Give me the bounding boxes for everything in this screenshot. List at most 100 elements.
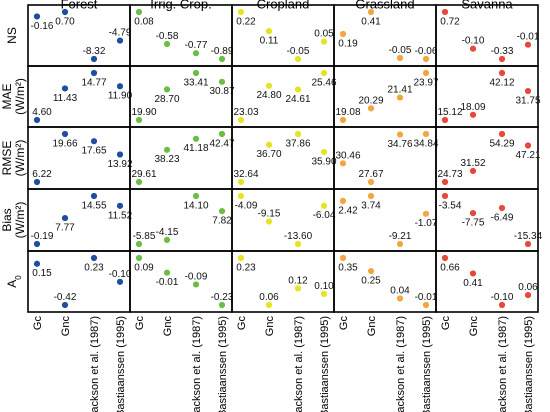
row-label: A0 bbox=[5, 275, 23, 288]
data-label: -4.15 bbox=[156, 227, 179, 238]
data-point bbox=[61, 8, 69, 16]
data-point bbox=[163, 146, 171, 153]
data-label: 24.80 bbox=[256, 90, 281, 101]
data-point bbox=[524, 292, 532, 299]
panel-frame bbox=[435, 250, 539, 313]
data-label: 42.47 bbox=[209, 138, 234, 149]
data-point bbox=[422, 210, 430, 217]
x-tick-label: Gnc bbox=[60, 316, 72, 337]
data-point bbox=[163, 86, 171, 93]
data-point bbox=[265, 28, 273, 35]
data-point bbox=[441, 178, 449, 186]
data-label: 29.61 bbox=[131, 169, 156, 180]
data-point bbox=[396, 295, 404, 302]
row-unit: (W/m²) bbox=[13, 202, 27, 239]
data-point bbox=[90, 138, 98, 145]
data-label: 6.22 bbox=[32, 169, 52, 180]
data-point bbox=[339, 30, 347, 38]
data-label: -9.15 bbox=[258, 209, 281, 220]
data-point bbox=[294, 285, 302, 292]
data-label: -0.10 bbox=[491, 292, 514, 303]
data-point bbox=[135, 8, 143, 16]
data-point bbox=[422, 301, 430, 309]
data-label: -0.58 bbox=[156, 31, 179, 42]
row-label-main: Bias bbox=[0, 208, 14, 231]
data-label: 0.70 bbox=[55, 16, 75, 27]
row-label-group: RMSE (W/m²) bbox=[0, 140, 27, 177]
data-label: 18.09 bbox=[460, 102, 485, 113]
data-label: 0.41 bbox=[463, 278, 483, 289]
data-point bbox=[320, 290, 328, 298]
data-point bbox=[498, 301, 506, 309]
data-point bbox=[33, 13, 41, 20]
data-point bbox=[61, 130, 69, 138]
data-point bbox=[90, 254, 98, 262]
data-label: 0.66 bbox=[440, 262, 460, 273]
x-tick-label: Gnc bbox=[264, 316, 276, 337]
data-point bbox=[320, 38, 328, 45]
data-point bbox=[163, 236, 171, 244]
data-point bbox=[367, 178, 375, 186]
data-label: 34.76 bbox=[387, 139, 412, 150]
data-point bbox=[90, 69, 98, 77]
data-point bbox=[116, 151, 124, 158]
data-point bbox=[218, 78, 226, 85]
data-label: 36.70 bbox=[256, 149, 281, 160]
data-point bbox=[320, 148, 328, 156]
data-point bbox=[90, 55, 98, 63]
x-tick-label: Jackson et al. (1987) bbox=[293, 316, 305, 412]
row-label-group: NS bbox=[5, 27, 19, 44]
panel-frame bbox=[27, 250, 131, 313]
data-point bbox=[320, 69, 328, 77]
data-point bbox=[469, 210, 477, 217]
data-label: 19.90 bbox=[131, 107, 156, 118]
x-tick-label: Jackson et al. (1987) bbox=[497, 316, 509, 412]
x-tick-label: Jackson et al. (1987) bbox=[191, 316, 203, 412]
data-point bbox=[524, 142, 532, 149]
data-label: 30.87 bbox=[209, 86, 234, 97]
x-tick-label: Jackson et al. (1987) bbox=[395, 316, 407, 412]
data-label: -0.06 bbox=[415, 46, 438, 57]
row-label-subscript: 0 bbox=[14, 275, 23, 280]
data-label: 0.23 bbox=[84, 262, 104, 273]
data-point bbox=[524, 87, 532, 95]
data-point bbox=[218, 55, 226, 63]
data-label: -0.19 bbox=[31, 231, 54, 242]
data-label: 0.06 bbox=[518, 282, 538, 293]
x-tick-label: Gnc bbox=[162, 316, 174, 337]
x-tick-label: Bastiaanssen (1995) bbox=[421, 316, 433, 412]
x-tick-label: Gc bbox=[440, 316, 452, 331]
data-point bbox=[469, 167, 477, 175]
data-point bbox=[265, 141, 273, 148]
data-point bbox=[294, 130, 302, 138]
data-point bbox=[367, 8, 375, 16]
data-label: -0.01 bbox=[517, 32, 540, 43]
data-label: 4.60 bbox=[32, 107, 52, 118]
data-point bbox=[135, 254, 143, 262]
data-label: 20.29 bbox=[358, 95, 383, 106]
data-label: 33.41 bbox=[183, 77, 208, 88]
data-point bbox=[294, 55, 302, 63]
data-label: -0.01 bbox=[156, 277, 179, 288]
x-tick-label: Bastiaanssen (1995) bbox=[217, 316, 229, 412]
data-point bbox=[135, 116, 143, 124]
data-label: 0.10 bbox=[314, 281, 334, 292]
data-point bbox=[33, 116, 41, 124]
data-label: 23.03 bbox=[233, 107, 258, 118]
data-point bbox=[192, 135, 200, 142]
data-label: 17.65 bbox=[81, 146, 106, 157]
data-label: 35.90 bbox=[311, 156, 336, 167]
data-label: 27.67 bbox=[358, 169, 383, 180]
data-point bbox=[237, 116, 245, 124]
row-label: MAE bbox=[0, 83, 14, 109]
data-point bbox=[422, 130, 430, 138]
data-point bbox=[339, 160, 347, 167]
data-label: -6.49 bbox=[491, 212, 514, 223]
data-label: -0.33 bbox=[491, 46, 514, 57]
data-label: 0.22 bbox=[236, 16, 256, 27]
data-label: 41.18 bbox=[183, 143, 208, 154]
data-point bbox=[441, 254, 449, 262]
x-tick-label: Gnc bbox=[468, 316, 480, 337]
data-point bbox=[265, 82, 273, 89]
